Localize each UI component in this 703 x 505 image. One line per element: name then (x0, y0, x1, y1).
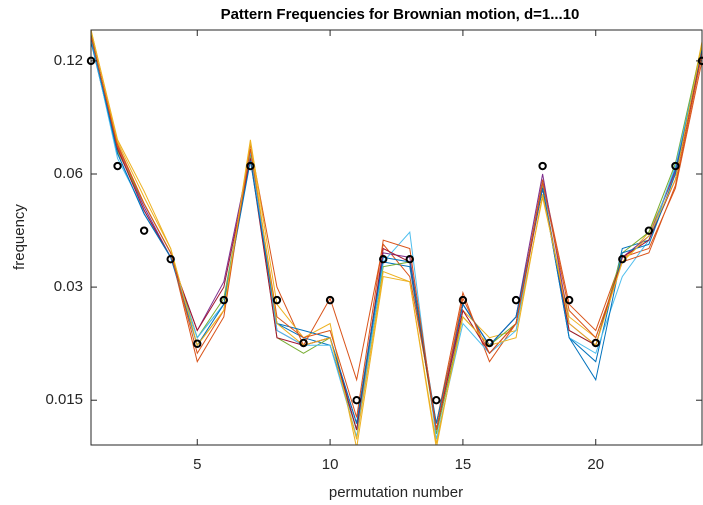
x-tick-label: 20 (587, 456, 604, 473)
theory-marker (405, 254, 414, 264)
x-tick-label: 15 (455, 456, 472, 473)
theory-marker (299, 338, 308, 348)
theory-marker (86, 56, 96, 66)
theory-marker (671, 161, 680, 171)
theory-marker (113, 161, 122, 171)
theory-marker (432, 396, 441, 405)
theory-marker (379, 254, 388, 264)
series-line (91, 37, 703, 440)
series-line (91, 35, 703, 424)
x-tick-label: 10 (322, 456, 339, 473)
theory-marker (538, 161, 547, 171)
theory-marker (246, 161, 255, 171)
theory-marker (458, 295, 468, 305)
theory-marker (166, 254, 175, 264)
chart-title: Pattern Frequencies for Brownian motion,… (221, 6, 580, 23)
theory-marker (591, 338, 600, 348)
theory-marker (485, 338, 494, 348)
theory-marker (644, 226, 654, 235)
series-line (91, 35, 703, 431)
axes-box (90, 29, 703, 446)
theory-marker (511, 295, 521, 305)
y-tick-label: 0.015 (45, 391, 83, 408)
x-tick-label: 5 (193, 456, 201, 473)
theory-marker (325, 295, 335, 305)
theory-marker (272, 295, 282, 305)
x-axis-label: permutation number (329, 484, 463, 501)
theory-marker (352, 396, 361, 405)
theory-marker (564, 295, 574, 305)
y-tick-label: 0.03 (54, 278, 83, 295)
theory-marker (697, 56, 703, 66)
theory-marker (618, 254, 627, 264)
y-tick-label: 0.06 (54, 165, 83, 182)
theory-marker (139, 226, 149, 235)
theory-marker (219, 295, 229, 305)
y-axis-label: frequency (11, 204, 28, 270)
series-line (91, 30, 703, 444)
y-tick-label: 0.12 (54, 52, 83, 69)
theory-marker (193, 339, 202, 348)
plot-area (91, 30, 703, 445)
